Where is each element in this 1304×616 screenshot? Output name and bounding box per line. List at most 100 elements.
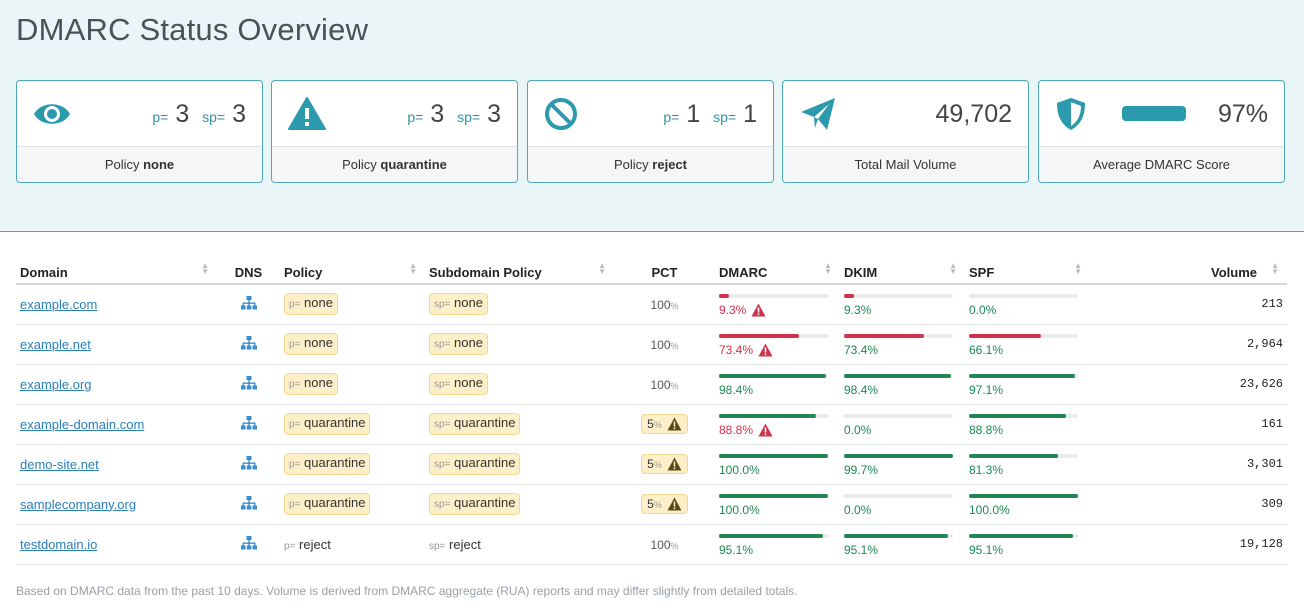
dmarc-value: 100.0% — [719, 462, 760, 477]
spf-bar — [969, 533, 1078, 538]
dmarc-cell: 88.8% — [715, 404, 840, 445]
dkim-bar-fill — [844, 373, 952, 378]
pct-cell: 100% — [614, 284, 715, 325]
domain-link[interactable]: example.net — [20, 336, 91, 352]
table-row: example.net p= none sp= none 100% 73.4% … — [16, 324, 1287, 365]
dkim-bar — [844, 333, 953, 338]
shield-icon — [1057, 98, 1085, 130]
spf-value: 0.0% — [969, 302, 997, 317]
dkim-cell: 73.4% — [840, 324, 965, 365]
volume-cell: 19,128 — [1090, 524, 1287, 565]
policy-reject-counts: p= 1 sp= 1 — [663, 100, 757, 128]
spf-bar — [969, 413, 1078, 418]
pct-cell: 100% — [614, 324, 715, 365]
sort-icon[interactable]: ▲ ▼ — [409, 261, 417, 276]
spf-bar — [969, 373, 1078, 378]
sort-icon[interactable]: ▲ ▼ — [201, 261, 209, 276]
pct-badge: 5% — [641, 414, 688, 434]
warning-icon — [758, 423, 773, 436]
dmarc-bar — [719, 453, 828, 458]
dmarc-bar-fill — [719, 533, 823, 538]
footnote: Based on DMARC data from the past 10 day… — [16, 584, 798, 598]
dkim-bar-fill — [844, 293, 855, 298]
network-icon[interactable] — [240, 415, 257, 430]
average-score-value: 97% — [1217, 100, 1268, 128]
total-volume-card: 49,702 Total Mail Volume — [782, 80, 1029, 183]
policy-cell: p= quarantine — [280, 484, 425, 525]
network-icon[interactable] — [240, 375, 257, 390]
domain-cell: demo-site.net — [16, 444, 217, 485]
dkim-value: 95.1% — [844, 542, 879, 557]
page-title: DMARC Status Overview — [16, 12, 369, 47]
col-subdomain-policy[interactable]: Subdomain Policy ▲ ▼ — [425, 258, 614, 285]
network-icon[interactable] — [240, 455, 257, 470]
policy-cell: p= quarantine — [280, 444, 425, 485]
policy-badge: p= none — [284, 373, 338, 395]
spf-bar-fill — [969, 333, 1042, 338]
col-pct: PCT — [614, 258, 715, 285]
table-row: example.org p= none sp= none 100% 98.4% … — [16, 364, 1287, 405]
pct-cell: 100% — [614, 364, 715, 405]
dkim-bar-fill — [844, 533, 948, 538]
pct-value: 100% — [650, 337, 679, 352]
col-dns: DNS — [217, 258, 280, 285]
domain-cell: example-domain.com — [16, 404, 217, 445]
policy-badge: p= quarantine — [284, 413, 371, 435]
dmarc-bar — [719, 333, 828, 338]
subdomain-policy-badge: sp= quarantine — [429, 413, 521, 435]
dns-cell — [217, 284, 280, 325]
subdomain-policy-value: sp= reject — [429, 536, 481, 552]
network-icon[interactable] — [240, 535, 257, 550]
col-policy[interactable]: Policy ▲ ▼ — [280, 258, 425, 285]
spf-bar — [969, 333, 1078, 338]
domain-link[interactable]: example.org — [20, 376, 92, 392]
policy-badge: p= none — [284, 293, 338, 316]
subdomain-policy-badge: sp= none — [429, 373, 488, 395]
network-icon[interactable] — [240, 295, 257, 310]
subdomain-policy-cell: sp= quarantine — [425, 484, 614, 525]
summary-panel: DMARC Status Overview p= 3 sp= 3 Policy … — [0, 0, 1304, 232]
network-icon[interactable] — [240, 335, 257, 350]
paper-plane-icon — [801, 98, 835, 130]
spf-bar-fill — [969, 373, 1075, 378]
dkim-value: 0.0% — [844, 422, 872, 437]
domain-link[interactable]: demo-site.net — [20, 456, 99, 472]
domain-link[interactable]: samplecompany.org — [20, 496, 137, 512]
policy-none-card: p= 3 sp= 3 Policy none — [16, 80, 263, 183]
sort-icon[interactable]: ▲ ▼ — [1074, 261, 1082, 276]
dkim-cell: 99.7% — [840, 444, 965, 485]
dkim-cell: 95.1% — [840, 524, 965, 565]
dkim-bar — [844, 413, 953, 418]
domain-link[interactable]: example-domain.com — [20, 416, 145, 432]
policy-none-label: Policy none — [17, 146, 262, 182]
sort-icon[interactable]: ▲ ▼ — [824, 261, 832, 276]
col-volume[interactable]: Volume ▲ ▼ — [1090, 258, 1287, 285]
sort-icon[interactable]: ▲ ▼ — [1271, 261, 1279, 276]
dmarc-bar-fill — [719, 493, 828, 498]
col-domain[interactable]: Domain ▲ ▼ — [16, 258, 217, 285]
domain-link[interactable]: example.com — [20, 296, 98, 312]
total-volume-value: 49,702 — [935, 100, 1012, 128]
sort-icon[interactable]: ▲ ▼ — [949, 261, 957, 276]
domain-cell: testdomain.io — [16, 524, 217, 565]
spf-cell: 88.8% — [965, 404, 1090, 445]
dmarc-bar — [719, 373, 828, 378]
policy-none-counts: p= 3 sp= 3 — [152, 100, 246, 128]
col-spf[interactable]: SPF ▲ ▼ — [965, 258, 1090, 285]
network-icon[interactable] — [240, 495, 257, 510]
policy-cell: p= reject — [280, 524, 425, 565]
dmarc-bar — [719, 493, 828, 498]
pct-value: 100% — [650, 537, 679, 552]
dmarc-bar — [719, 533, 828, 538]
table-row: testdomain.io p= reject sp= reject 100% … — [16, 524, 1287, 565]
volume-cell: 213 — [1090, 284, 1287, 325]
sort-icon[interactable]: ▲ ▼ — [598, 261, 606, 276]
subdomain-policy-cell: sp= none — [425, 364, 614, 405]
subdomain-policy-cell: sp= reject — [425, 524, 614, 565]
col-dkim[interactable]: DKIM ▲ ▼ — [840, 258, 965, 285]
domain-link[interactable]: testdomain.io — [20, 536, 98, 552]
dmarc-bar-fill — [719, 413, 816, 418]
dkim-value: 9.3% — [844, 302, 872, 317]
policy-quarantine-card: p= 3 sp= 3 Policy quarantine — [271, 80, 518, 183]
col-dmarc[interactable]: DMARC ▲ ▼ — [715, 258, 840, 285]
